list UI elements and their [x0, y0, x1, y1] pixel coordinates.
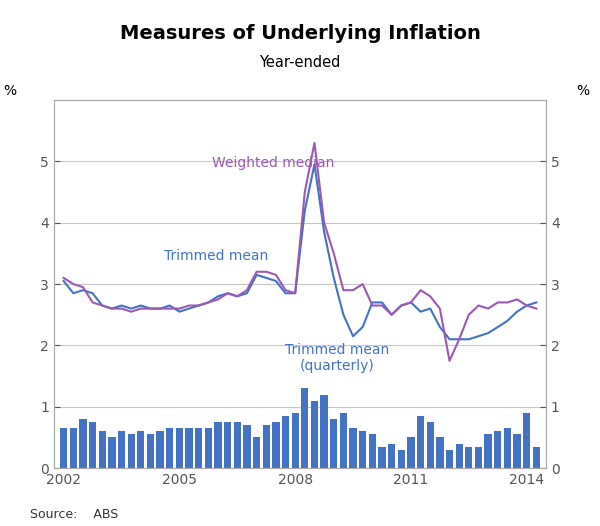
Text: Trimmed mean: Trimmed mean — [164, 249, 268, 264]
Bar — [379, 447, 386, 468]
Bar — [311, 401, 318, 468]
Text: %: % — [3, 84, 16, 98]
Text: Source:    ABS: Source: ABS — [30, 508, 118, 521]
Bar — [137, 431, 145, 468]
Bar — [282, 416, 289, 468]
Bar — [195, 428, 202, 468]
Text: Year-ended: Year-ended — [259, 55, 341, 70]
Bar — [118, 431, 125, 468]
Bar — [176, 428, 183, 468]
Bar — [233, 422, 241, 468]
Bar — [89, 422, 96, 468]
Bar — [455, 443, 463, 468]
Bar — [214, 422, 221, 468]
Bar — [417, 416, 424, 468]
Bar — [205, 428, 212, 468]
Bar — [368, 434, 376, 468]
Bar — [514, 434, 521, 468]
Bar — [292, 413, 299, 468]
Bar — [243, 425, 251, 468]
Bar — [340, 413, 347, 468]
Bar — [79, 419, 86, 468]
Bar — [388, 443, 395, 468]
Text: Weighted median: Weighted median — [212, 156, 334, 169]
Bar — [504, 428, 511, 468]
Bar — [60, 428, 67, 468]
Bar — [108, 438, 116, 468]
Bar — [436, 438, 443, 468]
Bar — [320, 394, 328, 468]
Text: Trimmed mean
(quarterly): Trimmed mean (quarterly) — [285, 342, 389, 373]
Bar — [128, 434, 135, 468]
Bar — [407, 438, 415, 468]
Bar — [272, 422, 280, 468]
Text: %: % — [577, 84, 589, 98]
Bar — [398, 450, 405, 468]
Bar — [359, 431, 367, 468]
Bar — [147, 434, 154, 468]
Bar — [185, 428, 193, 468]
Bar — [427, 422, 434, 468]
Bar — [70, 428, 77, 468]
Bar — [98, 431, 106, 468]
Bar — [349, 428, 357, 468]
Bar — [484, 434, 492, 468]
Bar — [330, 419, 337, 468]
Text: Measures of Underlying Inflation: Measures of Underlying Inflation — [119, 24, 481, 43]
Bar — [494, 431, 502, 468]
Bar — [224, 422, 232, 468]
Bar — [465, 447, 472, 468]
Bar — [157, 431, 164, 468]
Bar — [301, 388, 308, 468]
Bar — [166, 428, 173, 468]
Bar — [446, 450, 453, 468]
Bar — [533, 447, 540, 468]
Bar — [253, 438, 260, 468]
Bar — [263, 425, 270, 468]
Bar — [475, 447, 482, 468]
Bar — [523, 413, 530, 468]
